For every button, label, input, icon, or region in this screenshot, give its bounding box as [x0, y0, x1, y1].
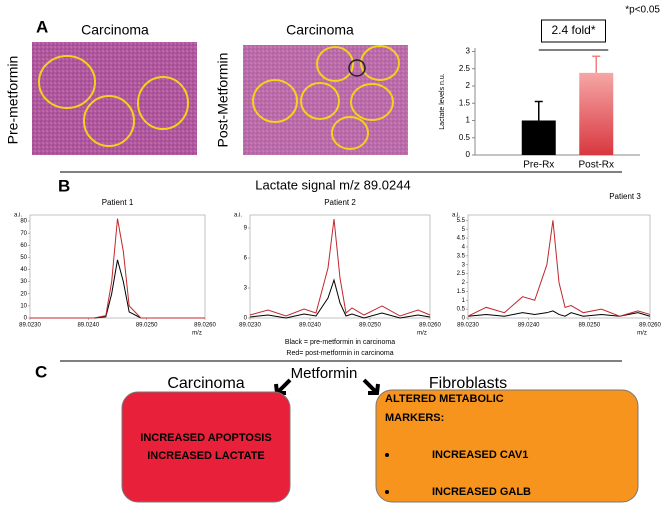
- y-tick-label: 5: [462, 227, 466, 233]
- panel-title: Lactate signal m/z 89.0244: [255, 177, 410, 192]
- bullet: [385, 490, 389, 494]
- y-tick-label: 70: [20, 231, 27, 237]
- box-title: Carcinoma: [167, 375, 244, 392]
- box-text: INCREASED APOPTOSIS: [140, 432, 271, 444]
- spectrum-line: [249, 278, 431, 319]
- y-tick-label: 60: [20, 243, 27, 249]
- y-tick-label: 2: [462, 280, 466, 286]
- annotation-box: [541, 19, 606, 43]
- y-tick-label: 20: [20, 291, 27, 297]
- box-title: Fibroblasts: [429, 375, 507, 392]
- box-heading: MARKERS:: [385, 412, 444, 424]
- image-side-label: Post-Metformin: [215, 53, 231, 148]
- y-axis-label: Lactate levels n.u.: [439, 73, 446, 129]
- panel-label: A: [36, 17, 48, 36]
- y-tick-label: 50: [20, 255, 27, 261]
- spectrum-line: [30, 218, 205, 319]
- image-title: Carcinoma: [81, 22, 149, 38]
- legend-entry: Black = pre-metformin in carcinoma: [285, 339, 395, 346]
- y-tick-label: 80: [20, 219, 27, 225]
- y-tick-label: 1.5: [457, 289, 466, 295]
- bar: [579, 72, 614, 155]
- spectrum-line: [467, 220, 651, 317]
- y-tick-label: 0: [462, 316, 466, 322]
- y-axis-label: a.i.: [234, 213, 242, 219]
- y-tick-label: 10: [20, 303, 27, 309]
- panel-label: C: [35, 362, 47, 381]
- x-tick-label: Post-Rx: [578, 160, 614, 171]
- y-tick-label: 0.5: [457, 307, 466, 313]
- x-axis-label: m/z: [417, 331, 427, 337]
- x-tick-label: 89.0240: [518, 323, 540, 329]
- x-tick-label: 89.0230: [239, 323, 261, 329]
- legend-entry: Red= post-metformin in carcinoma: [286, 350, 393, 357]
- y-tick-label: 1: [466, 116, 471, 125]
- x-tick-label: 89.0250: [136, 323, 158, 329]
- arrow: [274, 378, 292, 395]
- y-tick-label: 0.5: [459, 133, 471, 142]
- x-tick-label: 89.0230: [19, 323, 41, 329]
- x-axis-label: m/z: [192, 331, 202, 337]
- fibroblast-box: [375, 389, 639, 503]
- y-tick-label: 1.5: [459, 98, 471, 107]
- x-tick-label: 89.0260: [194, 323, 216, 329]
- chart-title: Patient 3: [609, 192, 641, 201]
- x-axis-label: m/z: [637, 331, 647, 337]
- x-tick-label: 89.0260: [419, 323, 441, 329]
- significance-note: *p<0.05: [625, 5, 660, 16]
- spectrum-line: [249, 218, 431, 317]
- spectrum-line: [30, 259, 205, 319]
- box-item: INCREASED GALB: [432, 486, 531, 498]
- x-tick-label: 89.0250: [359, 323, 381, 329]
- bullet: [385, 453, 389, 457]
- bar: [521, 120, 556, 155]
- spectrum-line: [467, 310, 651, 317]
- y-tick-label: 0: [466, 150, 471, 159]
- y-axis-label: a.i.: [14, 213, 22, 219]
- arrow: [362, 378, 380, 395]
- box-text: INCREASED LACTATE: [147, 450, 265, 462]
- y-tick-label: 3: [244, 286, 248, 292]
- image-title: Carcinoma: [286, 22, 354, 38]
- y-tick-label: 2: [466, 81, 471, 90]
- y-tick-label: 4.5: [457, 236, 466, 242]
- y-tick-label: 4: [462, 245, 466, 251]
- box-item: INCREASED CAV1: [432, 449, 528, 461]
- y-tick-label: 3: [466, 47, 471, 56]
- y-tick-label: 5.5: [457, 218, 466, 224]
- y-tick-label: 3.5: [457, 253, 466, 259]
- plot-frame: [467, 214, 651, 319]
- x-tick-label: 89.0240: [77, 323, 99, 329]
- chart-title: Patient 2: [324, 198, 356, 207]
- plot-frame: [29, 214, 206, 319]
- y-tick-label: 2.5: [457, 271, 466, 277]
- y-tick-label: 3: [462, 262, 466, 268]
- y-tick-label: 9: [244, 226, 248, 232]
- x-tick-label: 89.0230: [457, 323, 479, 329]
- x-tick-label: Pre-Rx: [523, 160, 554, 171]
- panel-label: B: [58, 176, 70, 195]
- y-tick-label: 30: [20, 279, 27, 285]
- y-tick-label: 0: [24, 316, 28, 322]
- treatment-label: Metformin: [291, 365, 358, 382]
- y-tick-label: 0: [244, 316, 248, 322]
- y-tick-label: 40: [20, 267, 27, 273]
- y-tick-label: 2.5: [459, 64, 471, 73]
- chart-title: Patient 1: [102, 198, 134, 207]
- x-tick-label: 89.0240: [299, 323, 321, 329]
- histology-image: [243, 45, 408, 155]
- plot-frame: [249, 214, 431, 319]
- x-tick-label: 89.0250: [578, 323, 600, 329]
- y-axis-label: a.i.: [452, 213, 460, 219]
- y-tick-label: 6: [244, 256, 248, 262]
- image-side-label: Pre-metformin: [5, 56, 21, 145]
- box-heading: ALTERED METABOLIC: [385, 393, 504, 405]
- y-tick-label: 1: [462, 298, 466, 304]
- histology-image: [32, 42, 197, 155]
- annotation: 2.4 fold*: [551, 23, 595, 37]
- x-tick-label: 89.0260: [639, 323, 661, 329]
- carcinoma-box: [121, 391, 291, 503]
